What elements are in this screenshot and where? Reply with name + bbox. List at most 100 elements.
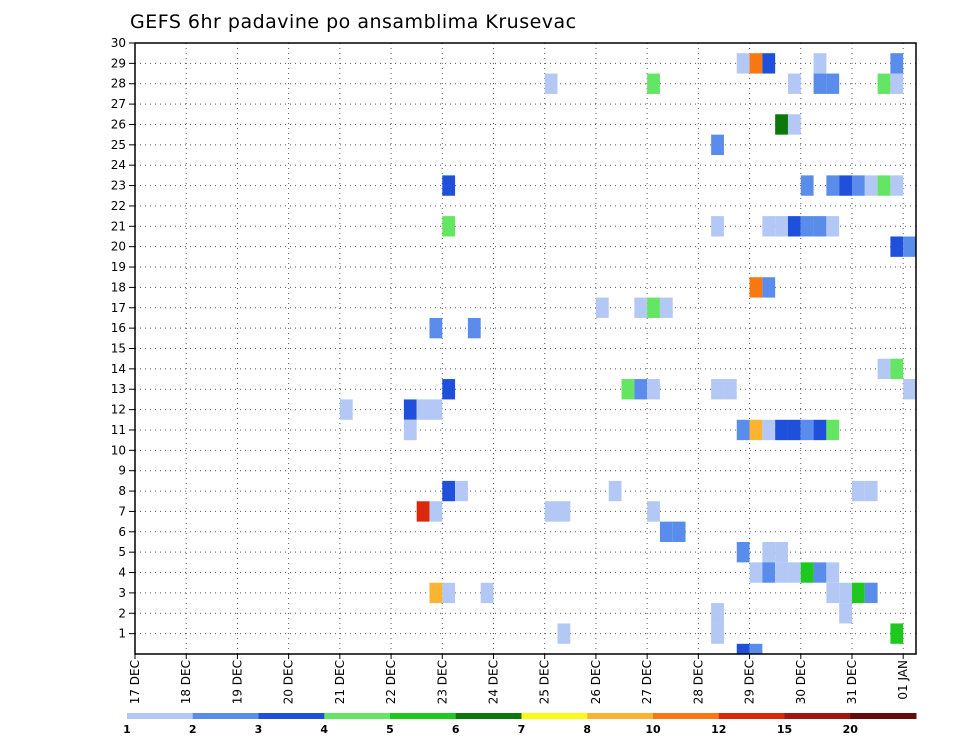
heatmap-cell (851, 480, 865, 502)
heatmap-cell (736, 541, 750, 563)
y-tick-label: 28 (111, 77, 126, 91)
heatmap-cell (749, 419, 763, 441)
heatmap-cell (711, 134, 724, 156)
y-tick-label: 3 (118, 586, 126, 600)
y-tick-label: 18 (111, 280, 126, 294)
y-tick-label: 1 (118, 627, 126, 641)
y-tick-label: 24 (111, 158, 126, 172)
x-axis: 17 DEC 18 DEC 19 DEC 20 DEC 21 DEC 22 DEC 23 D… (128, 654, 910, 704)
heatmap-cell (800, 175, 814, 196)
x-tick-label: 31 DEC (845, 660, 859, 704)
heatmap-cell (749, 277, 763, 298)
heatmap-cell (647, 297, 660, 318)
heatmap-cell (864, 582, 878, 604)
heatmap-cell (544, 501, 558, 522)
y-tick-label: 2 (118, 606, 126, 620)
x-tick-label: 19 DEC (230, 660, 244, 704)
colorbar-label: 10 (645, 723, 661, 736)
colorbar-label: 3 (255, 723, 263, 736)
y-tick-label: 12 (111, 403, 126, 417)
colorbar-label: 5 (386, 723, 394, 736)
heatmap-cell (621, 379, 635, 400)
heatmap-cell (442, 480, 456, 502)
colorbar-swatch (127, 713, 194, 719)
heatmap-cell (595, 297, 609, 318)
heatmap-cell (800, 419, 814, 441)
heatmap-cell (787, 114, 801, 135)
heatmap-cell (480, 582, 494, 604)
heatmap-cell (416, 501, 430, 522)
colorbar-swatch (521, 713, 588, 719)
colorbar-label: 15 (777, 723, 792, 736)
data-cells (339, 53, 916, 654)
y-tick-label: 13 (111, 382, 126, 396)
y-tick-label: 17 (111, 301, 126, 315)
heatmap-cell (775, 562, 788, 583)
heatmap-cell (736, 419, 750, 441)
colorbar-swatch (587, 713, 654, 719)
heatmap-cell (826, 175, 840, 196)
colorbar-label: 8 (583, 723, 591, 736)
heatmap-cell (826, 419, 840, 441)
y-tick-label: 20 (111, 240, 126, 254)
y-tick-label: 7 (118, 504, 126, 518)
heatmap-cell (647, 73, 660, 94)
heatmap-cell (775, 216, 788, 237)
heatmap-cell (826, 216, 840, 237)
heatmap-cell (442, 175, 456, 196)
colorbar-label: 12 (711, 723, 726, 736)
heatmap-cell (890, 53, 904, 74)
heatmap-cell (711, 379, 724, 400)
heatmap-cell (775, 114, 788, 135)
heatmap-cell (429, 399, 443, 420)
colorbar-swatch (324, 713, 391, 719)
heatmap-cell (442, 216, 456, 237)
heatmap-cell (813, 53, 827, 74)
colorbar-swatch (653, 713, 720, 719)
y-tick-label: 21 (111, 219, 126, 233)
heatmap-cell (711, 216, 724, 237)
heatmap-cell (762, 419, 776, 441)
heatmap-cell (403, 399, 417, 420)
x-tick-label: 20 DEC (282, 660, 296, 704)
colorbar-swatch (850, 713, 917, 719)
y-tick-label: 10 (111, 443, 126, 457)
colorbar-swatch (718, 713, 785, 719)
x-tick-label: 26 DEC (589, 660, 603, 704)
heatmap-cell (736, 53, 750, 74)
heatmap-cell (429, 501, 443, 522)
heatmap-cell (672, 521, 686, 542)
y-tick-label: 22 (111, 199, 126, 213)
heatmap-cell (762, 216, 776, 237)
heatmap-cell (749, 643, 763, 654)
heatmap-cell (723, 379, 737, 400)
colorbar-swatch (455, 713, 522, 719)
heatmap-cell (890, 73, 904, 94)
x-tick-label: 17 DEC (128, 660, 142, 704)
heatmap-cell (403, 419, 417, 441)
heatmap-cell (557, 623, 571, 644)
heatmap-cell (736, 643, 750, 654)
heatmap-cell (455, 480, 468, 502)
heatmap-cell (634, 297, 648, 318)
colorbar-label: 2 (189, 723, 197, 736)
heatmap-cell (851, 582, 865, 604)
heatmap-cell (339, 399, 353, 420)
heatmap-cell (775, 419, 788, 441)
heatmap-cell (877, 358, 891, 380)
x-tick-label: 30 DEC (794, 660, 808, 704)
y-tick-label: 4 (118, 566, 126, 580)
y-tick-label: 30 (111, 36, 126, 50)
heatmap-cell (851, 175, 865, 196)
heatmap-cell (890, 236, 904, 257)
heatmap-cell (787, 419, 801, 441)
heatmap-cell (442, 582, 456, 604)
y-tick-label: 11 (111, 423, 126, 437)
colorbar: 1 2 3 4 5 6 7 8 10 12 15 20 (123, 713, 917, 736)
y-tick-label: 9 (118, 464, 126, 478)
heatmap-cell (903, 236, 916, 257)
heatmap-cell (813, 562, 827, 583)
heatmap-cell (749, 562, 763, 583)
heatmap-cell (544, 73, 558, 94)
